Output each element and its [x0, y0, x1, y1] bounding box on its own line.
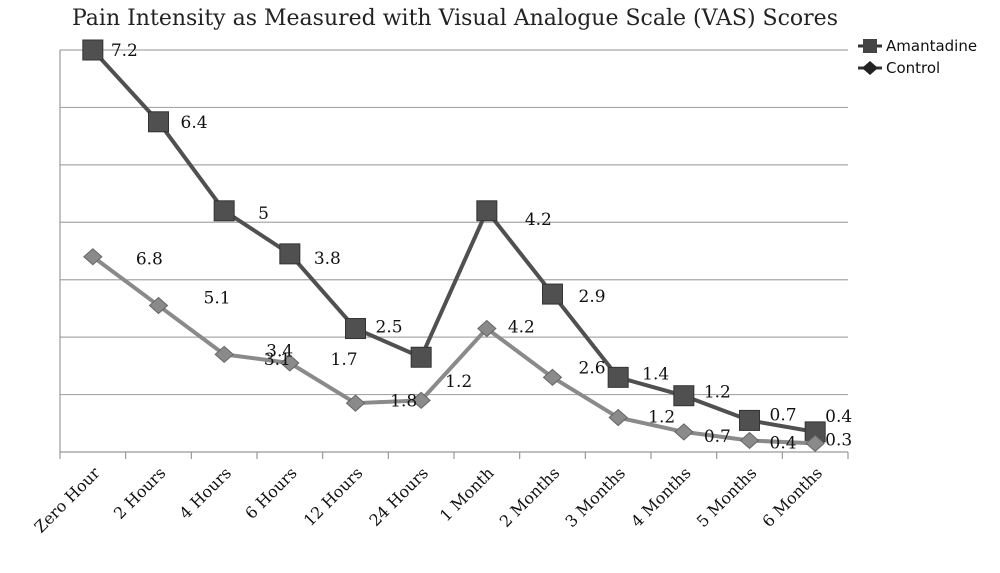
point-amantadine [148, 111, 169, 133]
point-amantadine [476, 200, 498, 222]
data-label-amantadine: 1.2 [445, 372, 472, 392]
legend-entry: Amantadine [886, 37, 977, 55]
point-control [739, 431, 760, 450]
point-control [477, 319, 497, 338]
x-tick-label: 1 Month [436, 463, 498, 525]
data-label-amantadine: 1.4 [642, 364, 669, 384]
data-label-amantadine: 2.9 [579, 287, 606, 307]
data-label-control: 1.8 [390, 391, 417, 411]
point-amantadine [739, 409, 760, 431]
point-control [214, 345, 234, 364]
data-label-control: 1.2 [648, 408, 675, 428]
data-label-control: 6.8 [136, 250, 163, 270]
x-tick-label: Zero Hour [30, 463, 103, 536]
x-tick-label: 2 Hours [110, 463, 169, 522]
legend-marker-square [863, 39, 877, 53]
x-tick-label: 4 Months [627, 463, 695, 531]
point-amantadine [345, 318, 366, 340]
data-label-amantadine: 5 [258, 204, 269, 224]
data-label-control: 0.4 [770, 434, 797, 454]
x-tick-label: 5 Months [693, 463, 761, 531]
data-label-amantadine: 7.2 [111, 41, 138, 61]
grid-layer [60, 49, 848, 396]
data-label-amantadine: 6.4 [181, 113, 208, 133]
data-label-amantadine: 3.8 [314, 249, 341, 269]
point-control [83, 248, 103, 266]
point-amantadine [213, 200, 235, 222]
point-amantadine [279, 243, 301, 265]
data-label-control: 0.3 [825, 430, 852, 450]
data-label-control: 3.4 [266, 341, 293, 361]
legend: Amantadine Control [858, 37, 977, 77]
x-tick-label: 12 Hours [300, 463, 367, 530]
x-tick-label: 6 Hours [241, 463, 300, 522]
data-label-control: 4.2 [508, 318, 535, 338]
series-layer [82, 39, 826, 453]
point-amantadine [410, 346, 432, 368]
legend-entry: Control [886, 59, 940, 77]
x-tick-label: 3 Months [561, 463, 629, 531]
data-label-layer: 7.2 6.4 5 3.8 2.5 1.2 4.2 2.9 1.4 1.2 0.7 0.4 6.8 5.1… [111, 41, 852, 454]
data-label-control: 5.1 [204, 289, 231, 309]
series-line-amantadine [91, 48, 816, 434]
data-label-control: 3.1 [264, 350, 291, 370]
data-label-amantadine: 1.2 [704, 383, 731, 403]
data-label-amantadine: 0.7 [770, 405, 797, 425]
x-tick-label: 2 Months [496, 463, 564, 531]
point-control [608, 408, 628, 427]
point-control [345, 394, 366, 412]
legend-marker-diamond [862, 61, 878, 75]
point-amantadine [542, 283, 563, 305]
point-control [280, 354, 300, 372]
point-control [411, 391, 431, 409]
data-label-amantadine: 2.5 [376, 318, 403, 338]
point-control [148, 296, 169, 315]
point-amantadine [607, 366, 629, 388]
chart-title: Pain Intensity as Measured with Visual A… [72, 6, 838, 31]
point-amantadine [673, 385, 695, 407]
point-control [674, 423, 694, 441]
data-label-control: 1.7 [331, 350, 358, 370]
x-tick-label: 6 Months [758, 463, 826, 531]
data-label-amantadine: 4.2 [525, 210, 552, 230]
x-tick-label: 4 Hours [176, 463, 235, 522]
point-control [805, 434, 825, 453]
x-tick-label: 24 Hours [365, 463, 432, 530]
data-label-control: 0.7 [704, 427, 731, 447]
data-label-control: 2.6 [579, 358, 606, 378]
point-control [542, 368, 563, 387]
series-line-control [91, 255, 816, 446]
point-amantadine [82, 39, 104, 61]
data-label-amantadine: 0.4 [825, 407, 852, 427]
